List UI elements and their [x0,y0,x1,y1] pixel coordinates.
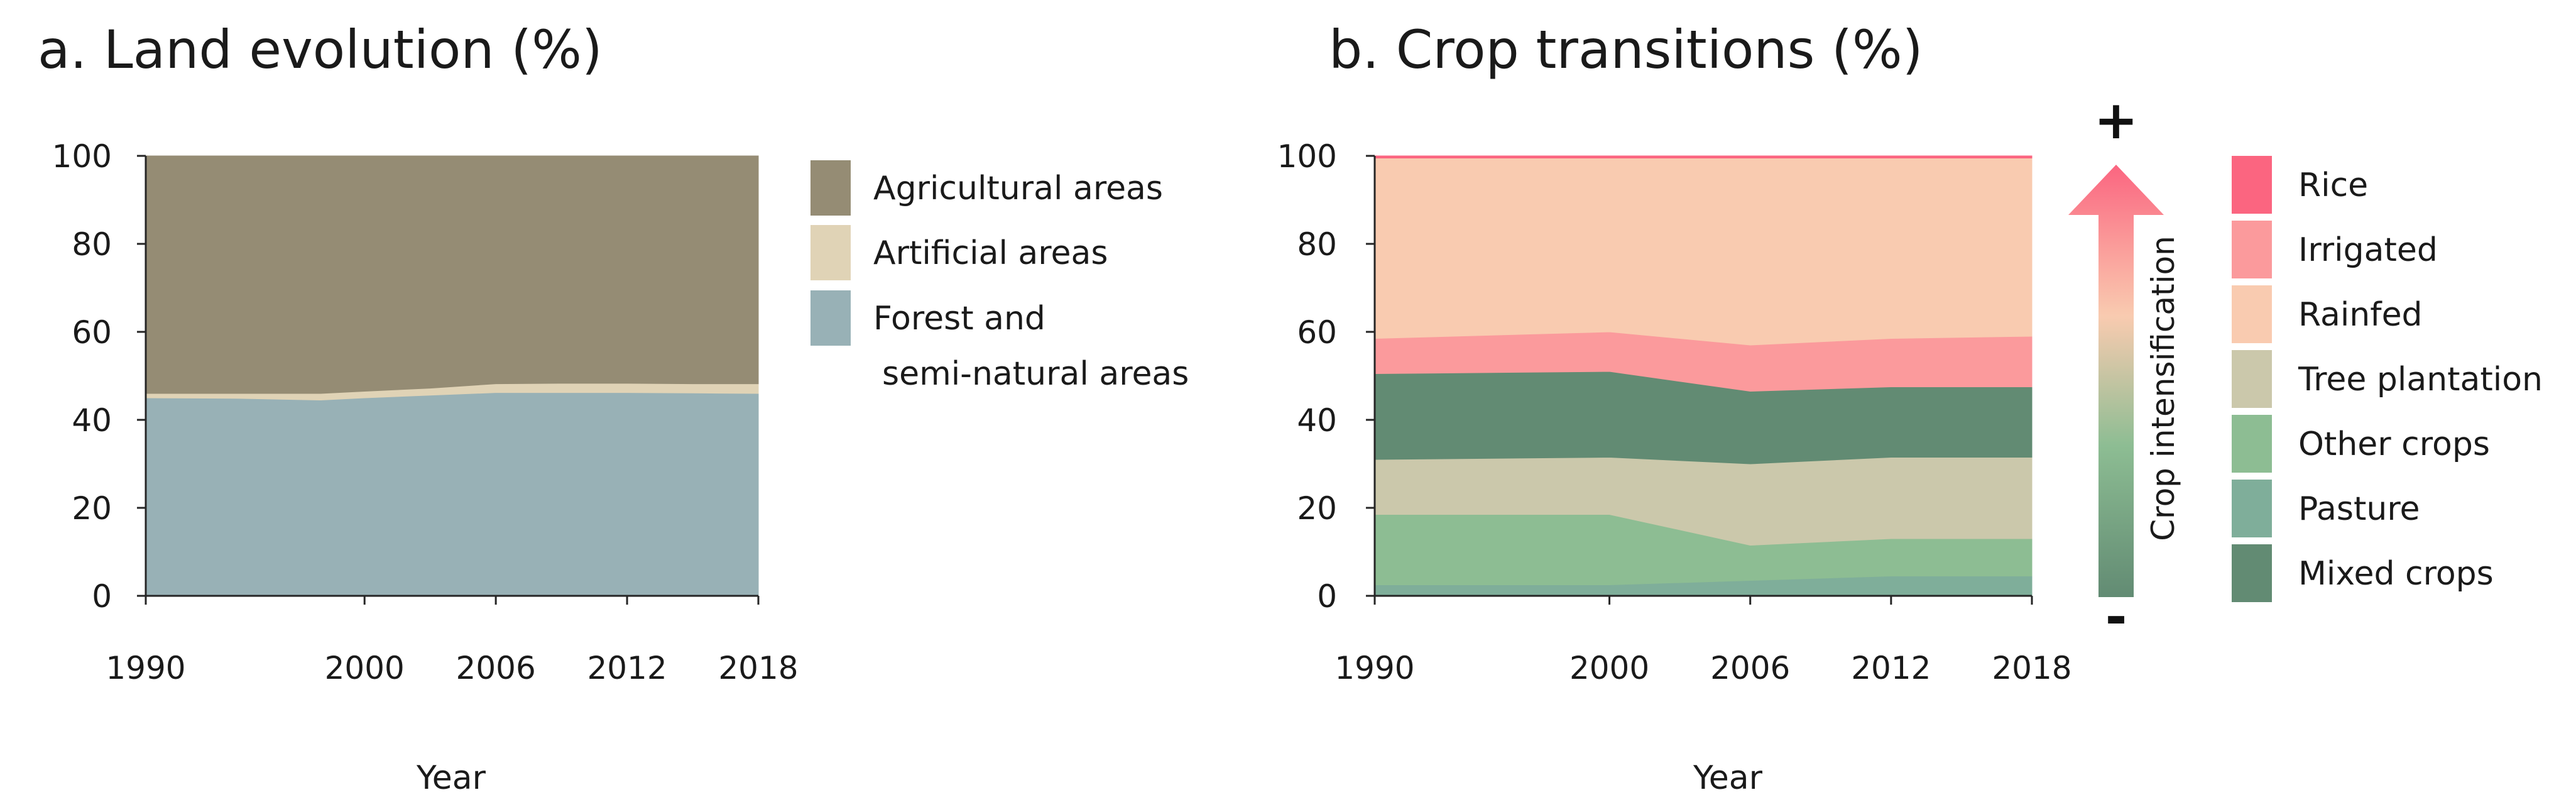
panel-a-legend-label: Agricultural areas [873,170,1163,207]
intensification-minus-sign: - [2105,586,2127,647]
panel-b-legend-label: Rainfed [2298,296,2423,334]
intensification-gradient-arrow [2068,165,2164,597]
panel-b-legend-swatch-mixed-crops [2232,544,2272,602]
panel-a-legend: Agricultural areas Artificial areas Forest… [810,160,1189,393]
panel-b-legend-label: Tree plantation [2298,361,2543,398]
panel-b-legend-label: Irrigated [2298,231,2438,269]
panel-b-area-rice [1374,155,2033,158]
panel-b-legend-swatch-rainfed [2232,285,2272,343]
panel-a-y-tick-label: 0 [92,578,112,615]
panel-a-areas [145,155,759,596]
panel-b-areas [1374,155,2033,596]
panel-a-x-axis-label: Year [416,759,486,797]
panel-a-legend-label-line2: semi-natural areas [882,355,1189,393]
panel-b-legend: Rice Irrigated Rainfed Tree plantation Other… [2232,156,2543,602]
panel-a-y-tick-label: 100 [52,138,112,175]
panel-b-y-tick-label: 80 [1297,226,1337,263]
panel-b-area-rainfed [1374,158,2033,346]
panel-a-legend-label: Artificial areas [873,234,1108,272]
panel-b-legend-swatch-other-crops [2232,415,2272,473]
panel-a-area-forest-and-semi-natural-areas [145,392,759,596]
panel-a-legend-swatch-forest-and [810,290,851,346]
panel-a-title: a. Land evolution (%) [38,19,603,80]
panel-b-x-tick-label: 2000 [1569,650,1649,686]
panel-a-x-tick-label: 2006 [456,650,536,686]
panel-b-x-tick-label: 2012 [1851,650,1931,686]
panel-b-legend-label: Pasture [2298,490,2420,528]
panel-a-legend-label: Forest and [873,300,1045,338]
panel-b-x-tick-label: 1990 [1334,650,1414,686]
intensification-plus-sign: + [2094,89,2138,151]
panel-b-x-tick-label: 2006 [1710,650,1790,686]
panel-a-legend-swatch-agricultural-areas [810,160,851,216]
panel-b-legend-swatch-rice [2232,156,2272,214]
panel-a-y-tick-label: 60 [72,314,112,351]
panel-b: b. Crop transitions (%) 0 20 40 60 80 100 1990… [1277,19,2543,797]
panel-b-y-tick-label: 40 [1297,402,1337,439]
panel-b-y-tick-label: 0 [1317,578,1337,615]
panel-b-legend-swatch-irrigated [2232,221,2272,278]
panel-a: a. Land evolution (%) 0 20 40 60 80 100 1990 20… [38,19,1189,797]
panel-a-x-tick-label: 2018 [718,650,798,686]
panel-b-legend-label: Other crops [2298,426,2490,463]
panel-a-legend-swatch-artificial-areas [810,225,851,280]
panel-b-y-tick-label: 60 [1297,314,1337,351]
panel-b-title: b. Crop transitions (%) [1329,19,1923,80]
panel-a-y-tick-label: 40 [72,402,112,439]
panel-b-legend-label: Rice [2298,167,2368,204]
panel-a-y-tick-label: 80 [72,226,112,263]
panel-b-axes: 0 20 40 60 80 100 1990 2000 2006 2012 2018 [1277,138,2072,686]
panel-b-legend-label: Mixed crops [2298,555,2494,593]
panel-a-x-tick-label: 1990 [106,650,185,686]
panel-b-x-axis-label: Year [1693,759,1763,797]
panel-b-y-tick-label: 100 [1277,138,1337,175]
panel-b-x-tick-label: 2018 [1992,650,2071,686]
panel-b-legend-swatch-tree-plantation [2232,350,2272,408]
panel-a-area-agricultural-areas [145,155,759,394]
panel-a-axes: 0 20 40 60 80 100 1990 2000 2006 2012 2018 [52,138,799,686]
panel-a-y-tick-label: 20 [72,490,112,527]
intensification-label: Crop intensification [2145,236,2181,541]
panel-b-legend-swatch-pasture [2232,480,2272,537]
panel-a-x-tick-label: 2012 [587,650,667,686]
panel-a-x-tick-label: 2000 [325,650,405,686]
crop-intensification-indicator: + - Crop intensification [2068,89,2181,647]
panel-b-y-tick-label: 20 [1297,490,1337,527]
